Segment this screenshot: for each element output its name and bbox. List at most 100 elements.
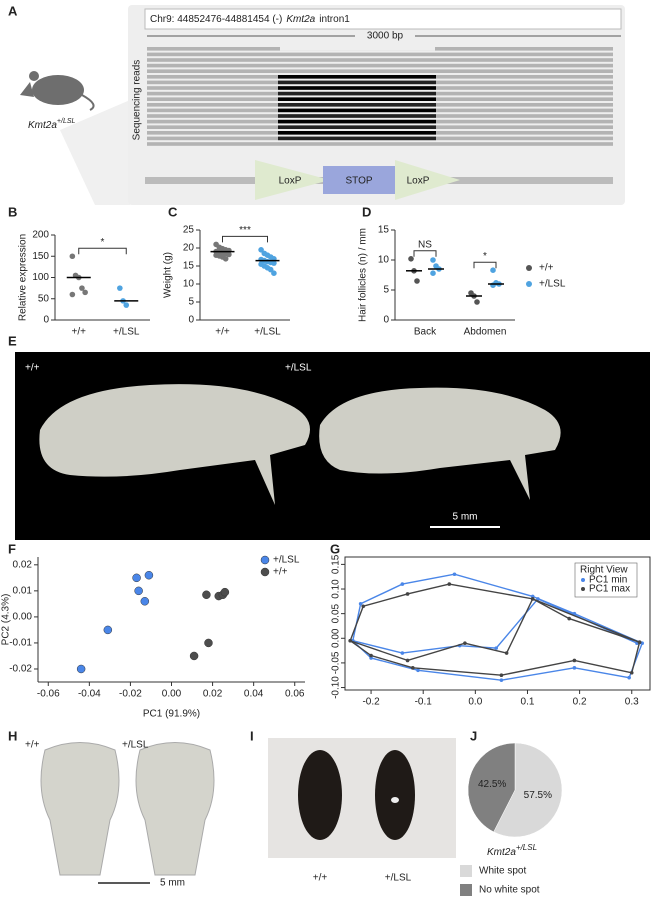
data-point bbox=[271, 270, 277, 277]
skull-lateral bbox=[39, 384, 561, 505]
image-label: +/+ bbox=[25, 740, 40, 751]
data-point bbox=[140, 597, 150, 606]
landmark bbox=[447, 582, 452, 586]
landmark bbox=[572, 611, 577, 616]
significance-label: *** bbox=[239, 225, 251, 236]
data-point bbox=[202, 590, 211, 600]
scale-label: 5 mm bbox=[453, 512, 478, 523]
x-tick-label: +/+ bbox=[215, 327, 230, 338]
data-point bbox=[414, 278, 420, 284]
landmark bbox=[361, 604, 366, 609]
genotype: +/LSL bbox=[57, 118, 76, 125]
landmark bbox=[629, 670, 634, 675]
x-tick-label: 0.02 bbox=[203, 689, 223, 700]
x-tick-label: +/+ bbox=[72, 327, 87, 338]
gene: Kmt2a bbox=[28, 120, 57, 131]
image-label: +/LSL bbox=[385, 873, 412, 884]
slice-label: 57.5% bbox=[524, 790, 552, 801]
panel-letter: H bbox=[8, 728, 17, 743]
data-point bbox=[258, 247, 264, 253]
data-point bbox=[132, 573, 141, 583]
landmark bbox=[405, 592, 410, 596]
gene: Kmt2a bbox=[286, 14, 315, 25]
data-point bbox=[189, 651, 199, 661]
significance-label: NS bbox=[418, 239, 432, 250]
y-tick-label: 50 bbox=[38, 293, 50, 304]
landmark bbox=[369, 656, 373, 660]
read-soft bbox=[278, 103, 436, 107]
panel-letter: B bbox=[8, 204, 17, 219]
legend-swatch bbox=[526, 265, 532, 271]
x-tick-label: 0.0 bbox=[468, 697, 482, 708]
pie-slice bbox=[467, 742, 516, 833]
data-point bbox=[69, 291, 76, 298]
x-tick-label: 0.06 bbox=[285, 689, 305, 700]
y-tick-label: 150 bbox=[32, 251, 49, 262]
x-tick-label: +/LSL bbox=[254, 327, 281, 338]
y-tick-label: 10 bbox=[378, 255, 390, 266]
x-tick-label: Abdomen bbox=[464, 327, 507, 338]
panel-letter: F bbox=[8, 541, 16, 556]
data-point bbox=[144, 570, 154, 580]
x-tick-label: +/LSL bbox=[113, 327, 140, 338]
y-tick-label: -0.10 bbox=[331, 676, 342, 699]
x-axis-label: PC1 (91.9%) bbox=[143, 709, 200, 720]
x-tick-label: -0.04 bbox=[78, 689, 101, 700]
legend-label: No white spot bbox=[479, 885, 540, 896]
mouse-label: Kmt2a+/LSL bbox=[28, 118, 76, 131]
read-soft bbox=[278, 119, 436, 124]
read-gap bbox=[280, 47, 435, 51]
y-tick-label: 0.00 bbox=[13, 612, 33, 623]
panel-letter: A bbox=[8, 3, 18, 18]
read-soft bbox=[278, 91, 436, 96]
y-axis-label: Relative expression bbox=[18, 234, 29, 321]
y-tick-label: 0 bbox=[188, 315, 194, 326]
legend-label: PC1 max bbox=[589, 584, 630, 595]
landmark bbox=[400, 582, 405, 586]
landmark bbox=[637, 640, 642, 645]
locus-box bbox=[144, 8, 622, 30]
slice-label: 42.5% bbox=[478, 779, 506, 790]
x-tick-label: -0.06 bbox=[37, 689, 60, 700]
shape-line bbox=[349, 583, 641, 676]
y-tick-label: 0.05 bbox=[331, 603, 342, 623]
landmark bbox=[400, 651, 405, 655]
panel-letter: D bbox=[362, 204, 371, 219]
read bbox=[147, 142, 613, 146]
landmark bbox=[348, 638, 353, 643]
legend-label: +/LSL bbox=[273, 555, 300, 566]
landmark bbox=[627, 675, 631, 680]
data-point bbox=[222, 255, 229, 262]
legend-swatch bbox=[460, 884, 472, 896]
skull-top bbox=[40, 742, 215, 876]
legend-box bbox=[574, 562, 638, 598]
y-tick-label: 0 bbox=[383, 315, 389, 326]
landmark bbox=[358, 601, 363, 606]
image-label: +/LSL bbox=[122, 740, 149, 751]
y-tick-label: 0.00 bbox=[331, 628, 342, 648]
legend-label: PC1 min bbox=[589, 575, 627, 586]
landmark bbox=[504, 651, 509, 655]
read-soft bbox=[278, 97, 436, 101]
read-soft bbox=[278, 108, 436, 113]
data-point bbox=[204, 638, 213, 648]
scale-gap bbox=[355, 30, 415, 42]
x-tick-label: 0.2 bbox=[573, 697, 587, 708]
read-soft bbox=[278, 131, 436, 135]
x-tick-label: 0.00 bbox=[162, 689, 182, 700]
image-label: +/+ bbox=[313, 873, 328, 884]
data-point bbox=[490, 267, 496, 274]
landmark bbox=[410, 666, 415, 670]
data-point bbox=[134, 586, 143, 596]
y-tick-label: 5 bbox=[188, 297, 194, 308]
legend-title: Right View bbox=[580, 565, 628, 576]
significance-label: * bbox=[483, 251, 487, 262]
data-point bbox=[226, 251, 232, 258]
pie-title: Kmt2a+/LSL bbox=[487, 843, 537, 858]
landmark bbox=[572, 666, 577, 670]
legend-swatch bbox=[460, 865, 472, 877]
read-soft bbox=[278, 86, 436, 90]
landmark bbox=[416, 668, 420, 673]
landmark bbox=[405, 658, 410, 663]
